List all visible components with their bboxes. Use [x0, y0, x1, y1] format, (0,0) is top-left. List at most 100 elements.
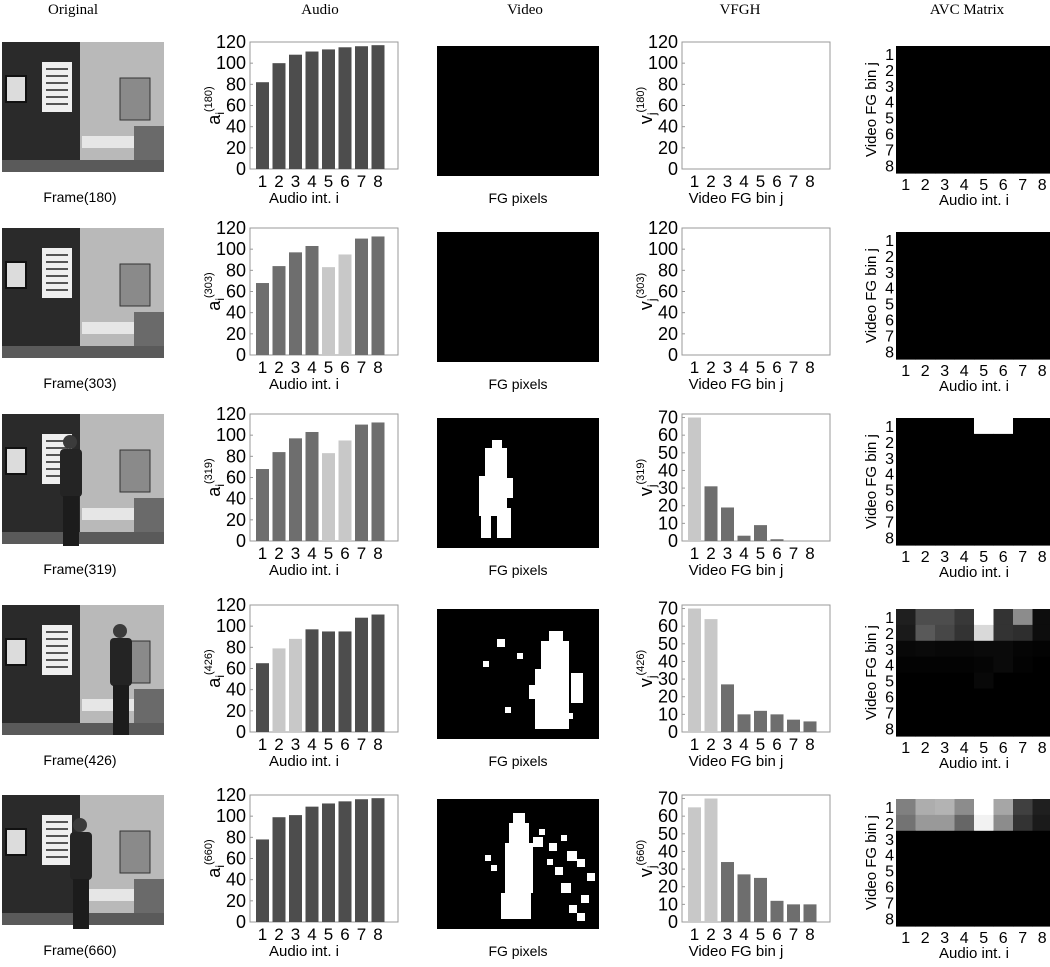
audio-ytick-label: 20: [226, 701, 246, 721]
avc-cell: [1013, 497, 1033, 514]
avc-cell: [993, 109, 1014, 126]
audio-ytick-label: 0: [236, 912, 246, 932]
avc-cell: [935, 862, 955, 879]
vfgh-ytick-label: 10: [658, 513, 678, 533]
avc-cell: [1032, 529, 1050, 546]
avc-cell: [993, 449, 1014, 467]
notice-line: [46, 842, 68, 844]
avc-cell: [915, 125, 936, 142]
vfgh-ytick-label: 60: [658, 806, 678, 826]
audio-ylabel: ai(303): [203, 272, 227, 310]
avc-ytick-label: 3: [885, 79, 894, 96]
vfgh-xlabel: Video FG bin j: [689, 562, 784, 579]
avc-cell: [974, 327, 994, 344]
avc-cell: [993, 93, 1014, 110]
avc-cell: [1032, 609, 1050, 626]
audio-ylabel: ai(180): [203, 86, 227, 124]
avc-cell: [1013, 640, 1033, 658]
avc-cell: [954, 814, 975, 832]
audio-xtick-label: 1: [258, 544, 267, 563]
avc-cell: [915, 846, 936, 863]
avc-cell: [935, 61, 955, 79]
avc-ytick-label: 8: [885, 721, 894, 738]
avc-cell: [1032, 77, 1050, 95]
avc-cell: [1013, 449, 1033, 467]
avc-cell: [915, 295, 936, 312]
avc-cell: [1013, 77, 1033, 95]
audio-xtick-label: 7: [357, 735, 366, 754]
avc-cell: [1013, 529, 1033, 546]
floor: [2, 723, 164, 735]
avc-cell: [993, 141, 1014, 158]
notice-line: [46, 638, 68, 640]
audio-xlabel: Audio int. i: [269, 376, 339, 393]
person-legs: [113, 685, 129, 735]
avc-cell: [915, 640, 936, 658]
avc-cell: [993, 343, 1014, 360]
avc-xtick-label: 3: [940, 740, 949, 757]
avc-cell: [1013, 61, 1033, 79]
fg-mask: [437, 418, 599, 548]
avc-cell: [896, 157, 916, 174]
audio-xtick-label: 6: [340, 358, 349, 377]
frame-label: Frame(660): [43, 942, 117, 958]
avc-xlabel: Audio int. i: [939, 755, 1009, 772]
vfgh-ytick-label: 60: [658, 616, 678, 636]
frame-photo: [2, 605, 164, 735]
audio-bar: [256, 469, 269, 541]
header-original: Original: [48, 2, 98, 18]
avc-cell: [935, 830, 955, 848]
notice-line: [46, 254, 68, 256]
avc-cell: [935, 418, 955, 435]
avc-ytick-label: 3: [885, 642, 894, 659]
avc-cell: [974, 720, 994, 737]
vfgh-ytick-label: 0: [668, 531, 678, 551]
fg-blob: [547, 859, 553, 865]
vfgh-xtick-label: 7: [789, 735, 798, 754]
avc-xlabel: Audio int. i: [939, 945, 1009, 962]
audio-xlabel: Audio int. i: [269, 943, 339, 960]
avc-cell: [954, 433, 975, 451]
avc-cell: [954, 862, 975, 879]
avc-cell: [954, 93, 975, 110]
avc-cell: [896, 327, 916, 344]
vfgh-ytick-label: 10: [658, 704, 678, 724]
audio-bar: [338, 801, 352, 922]
avc-cell: [993, 640, 1014, 658]
avc-cell: [896, 878, 916, 895]
vfgh-bar: [787, 904, 800, 922]
audio-bar: [322, 631, 335, 732]
audio-bar: [338, 631, 352, 732]
avc-cell: [993, 609, 1014, 626]
notice-line: [46, 68, 68, 70]
avc-ytick-label: 4: [885, 281, 894, 298]
avc-cell: [974, 799, 994, 816]
avc-ytick-label: 7: [885, 142, 894, 159]
avc-cell: [974, 46, 994, 63]
avc-cell: [954, 125, 975, 142]
avc-cell: [935, 672, 955, 689]
avc-cell: [974, 279, 994, 296]
avc-cell: [915, 830, 936, 848]
fg-blob: [533, 837, 543, 847]
notice-line: [46, 289, 68, 291]
audio-bar: [272, 452, 286, 541]
avc-cell: [974, 141, 994, 158]
avc-cell: [954, 704, 975, 721]
avc-ytick-label: 6: [885, 126, 894, 143]
avc-cell: [954, 295, 975, 312]
avc-xtick-label: 6: [999, 363, 1008, 380]
person-legs: [73, 879, 89, 929]
vfgh-bar: [688, 807, 701, 922]
avc-cell: [954, 688, 975, 705]
avc-cell: [896, 125, 916, 142]
vfgh-xtick-label: 8: [805, 735, 814, 754]
avc-cell: [935, 513, 955, 530]
fg-pixels-caption: FG pixels: [488, 376, 548, 392]
